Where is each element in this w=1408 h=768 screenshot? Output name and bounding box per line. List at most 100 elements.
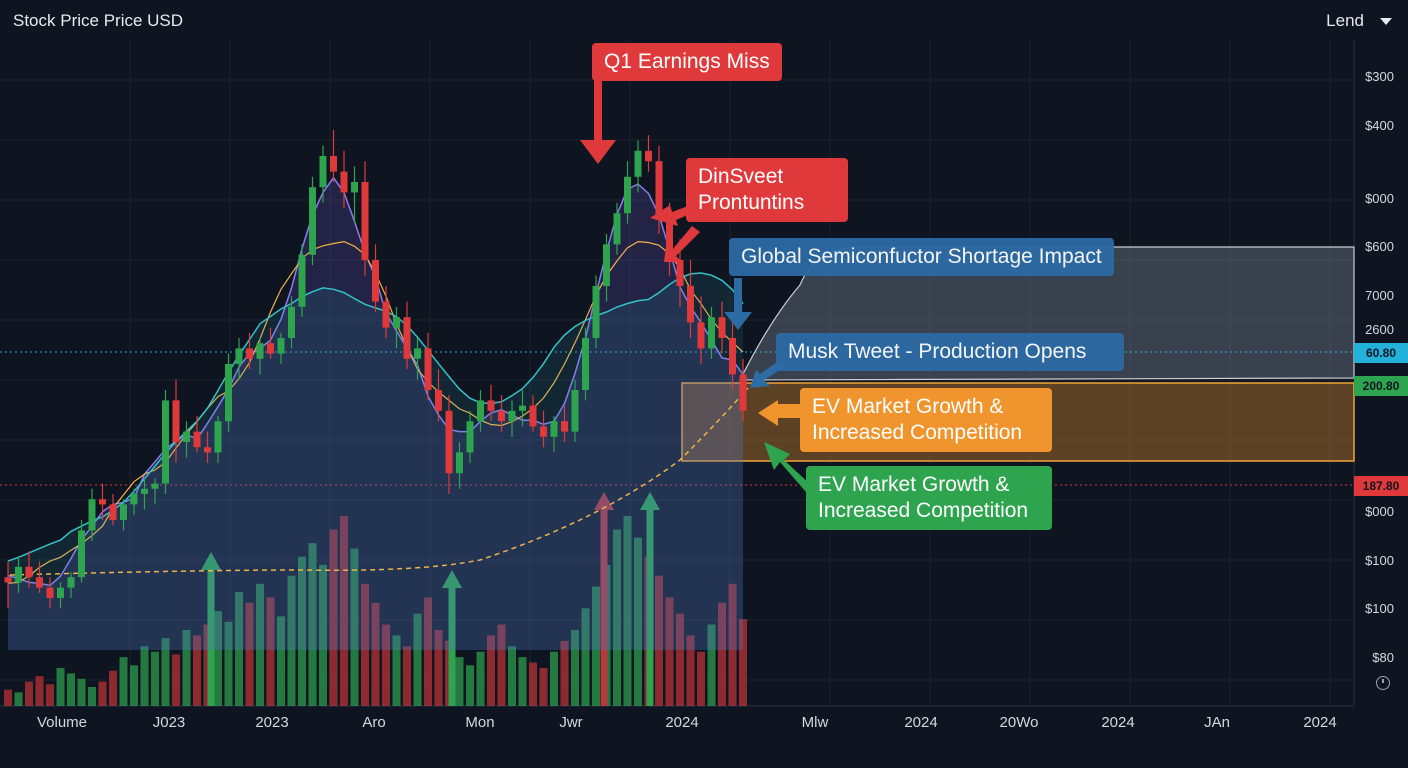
volume-bar	[287, 575, 296, 706]
candle-body	[36, 577, 43, 588]
candle-body	[676, 260, 684, 286]
legend-toggle-button[interactable]: Lend	[1326, 11, 1392, 31]
volume-arrow-shaft	[646, 508, 654, 706]
semi-arrow	[724, 278, 752, 330]
candle-body	[130, 494, 138, 505]
volume-arrow-head	[201, 552, 221, 570]
dinsveet-arrow-bottom	[664, 226, 700, 262]
y-axis-label: $600	[1365, 239, 1394, 254]
candle-body	[739, 374, 747, 411]
y-axis-label: 200.80	[1354, 376, 1408, 396]
candle-body	[655, 161, 663, 219]
volume-bar	[277, 616, 285, 706]
volume-bar	[655, 575, 663, 706]
candle-body	[550, 421, 558, 437]
volume-bar	[560, 640, 569, 706]
candle-body	[183, 431, 190, 442]
clock-icon[interactable]	[1376, 676, 1390, 690]
volume-bar	[56, 668, 65, 706]
volume-bar	[109, 670, 117, 706]
volume-bar	[140, 646, 149, 706]
candle-body	[15, 566, 22, 583]
candle-body	[477, 400, 484, 422]
volume-bar	[130, 665, 138, 706]
x-axis-label: Volume	[36, 714, 88, 731]
volume-bar	[518, 657, 527, 706]
callout-dinsveet-line-1: DinSveet	[698, 165, 784, 188]
candle-body	[25, 566, 33, 578]
y-axis-label: $80	[1372, 650, 1394, 665]
volume-bar	[67, 673, 75, 706]
candle-body	[88, 499, 96, 531]
volume-bar	[665, 597, 674, 706]
volume-bar	[424, 597, 432, 706]
volume-bar	[35, 676, 44, 706]
volume-bar	[340, 516, 348, 706]
candle-body	[540, 426, 547, 437]
volume-bar	[298, 556, 306, 706]
volume-arrow-shaft	[600, 508, 608, 706]
x-axis-label: 2024	[904, 714, 938, 731]
chevron-down-icon	[1380, 17, 1392, 25]
volume-bar	[256, 583, 264, 706]
candle-body	[508, 410, 516, 422]
volume-bar	[718, 602, 726, 706]
q1-arrow	[580, 80, 616, 164]
candle-body	[141, 488, 148, 494]
volume-arrow-head	[442, 570, 462, 588]
candle-body	[109, 504, 117, 520]
volume-bar	[308, 543, 317, 706]
volume-bar	[403, 646, 411, 706]
volume-bar	[382, 624, 390, 706]
candle-body	[708, 317, 715, 349]
candle-body	[172, 400, 180, 442]
y-axis-label: 2600	[1365, 322, 1394, 337]
volume-bar	[728, 583, 737, 706]
candle-body	[372, 260, 379, 302]
volume-bar	[182, 630, 191, 706]
x-axis-label: JAn	[1204, 714, 1230, 731]
candle-body	[456, 452, 463, 474]
candle-body	[277, 338, 285, 354]
callout-dinsveet: DinSveet Prontuntins	[686, 158, 848, 222]
volume-arrow-shaft	[207, 568, 215, 706]
volume-arrow-shaft	[448, 586, 456, 706]
volume-bar	[319, 564, 327, 706]
x-axis-label: 2024	[1303, 714, 1337, 731]
volume-bar	[487, 635, 495, 706]
volume-bar	[161, 638, 170, 706]
callout-semiconductor: Global Semiconfuctor Shortage Impact	[729, 238, 1114, 276]
ev-green-arrow	[764, 442, 812, 492]
candle-body	[487, 400, 495, 411]
callout-ev-growth-orange: EV Market Growth & Increased Competition	[800, 388, 1052, 452]
volume-bar	[98, 681, 107, 706]
candle-body	[319, 156, 327, 188]
candle-body	[330, 156, 337, 172]
candle-body	[645, 150, 652, 162]
volume-bar	[434, 630, 443, 706]
volume-bar	[497, 624, 506, 706]
candle-body	[256, 343, 264, 359]
volume-bar	[581, 608, 590, 706]
candle-body	[67, 577, 75, 588]
callout-ev-green-line-2: Increased Competition	[818, 499, 1029, 522]
y-axis-label: $000	[1365, 191, 1394, 206]
y-axis-label: 187.80	[1354, 476, 1408, 496]
callout-ev-orange-line-2: Increased Competition	[812, 421, 1023, 444]
y-axis-label: $100	[1365, 553, 1394, 568]
y-axis-label: $000	[1365, 504, 1394, 519]
y-axis-label: 60.80	[1354, 343, 1408, 363]
volume-bar	[592, 586, 600, 706]
candle-body	[529, 405, 537, 427]
volume-bar	[172, 654, 180, 706]
volume-bar	[119, 657, 128, 706]
volume-bar	[361, 583, 369, 706]
candle-body	[466, 421, 474, 453]
y-axis-label: 7000	[1365, 288, 1394, 303]
volume-bar	[466, 665, 474, 706]
candle-body	[403, 317, 411, 359]
x-axis-label: 2024	[665, 714, 699, 731]
volume-bar	[413, 613, 422, 706]
chart-title: Stock Price Price USD	[13, 11, 184, 30]
